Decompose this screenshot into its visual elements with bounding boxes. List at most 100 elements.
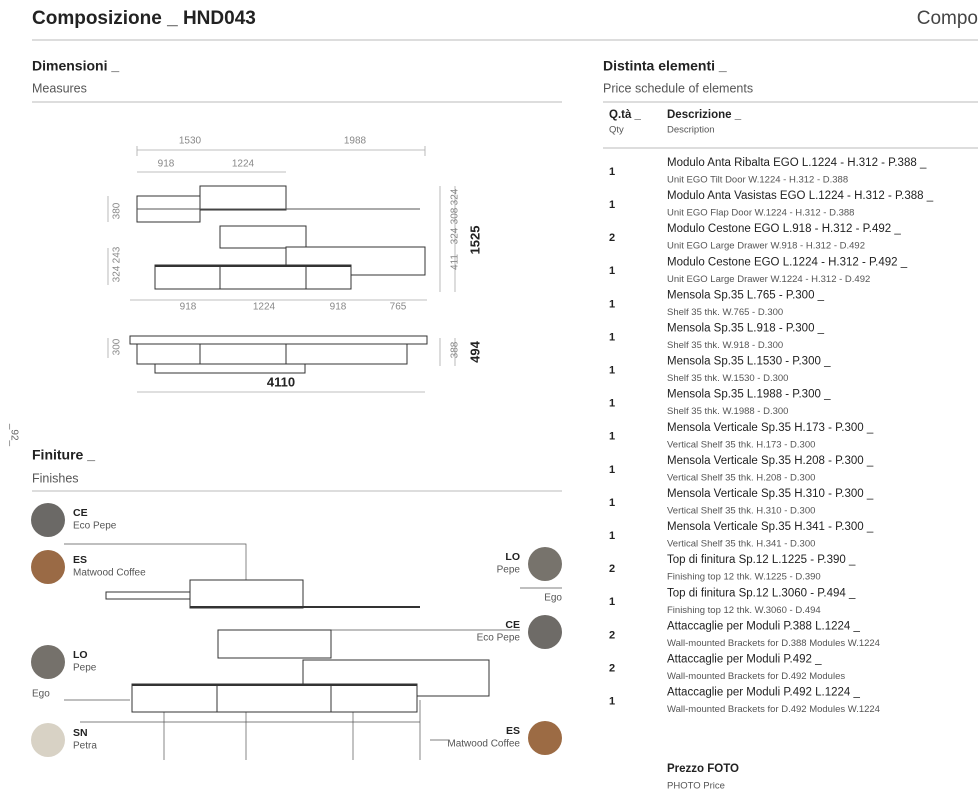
row-description-en: Vertical Shelf 35 thk. H.310 - D.300 bbox=[667, 506, 815, 517]
finish-name: Eco Pepe bbox=[477, 633, 521, 644]
row-description: Modulo Cestone EGO L.1224 - H.312 - P.49… bbox=[667, 256, 908, 268]
page-number: _92_ bbox=[8, 423, 19, 447]
finish-code: ES bbox=[73, 554, 87, 566]
row-description: Modulo Anta Vasistas EGO L.1224 - H.312 … bbox=[667, 190, 934, 202]
section-title: Dimensioni _ bbox=[32, 58, 119, 74]
row-qty: 1 bbox=[609, 298, 615, 310]
dimension-label: 388 bbox=[450, 341, 461, 358]
finish-name: Matwood Coffee bbox=[447, 739, 520, 750]
row-description-en: Vertical Shelf 35 thk. H.173 - D.300 bbox=[667, 439, 815, 450]
finish-name: Matwood Coffee bbox=[73, 568, 146, 579]
page-title: Composizione _ HND043 bbox=[32, 8, 256, 29]
dimension-label: 494 bbox=[467, 340, 482, 362]
finish-code: LO bbox=[73, 649, 88, 661]
dimension-drawing bbox=[107, 146, 456, 393]
dimension-label: 380 bbox=[112, 202, 123, 219]
row-description: Attaccaglie per Moduli P.388 L.1224 _ bbox=[667, 620, 860, 632]
dimension-label: 324 bbox=[450, 188, 461, 205]
finish-label: Ego bbox=[544, 593, 562, 604]
row-qty: 1 bbox=[609, 431, 615, 443]
dimension-label: 1224 bbox=[253, 302, 276, 313]
column-subheader: Qty bbox=[609, 125, 624, 136]
section-title: Distinta elementi _ bbox=[603, 58, 727, 74]
row-description: Mensola Sp.35 L.1530 - P.300 _ bbox=[667, 356, 831, 368]
finish-swatch bbox=[31, 723, 65, 757]
row-qty: 1 bbox=[609, 596, 615, 608]
row-qty: 1 bbox=[609, 464, 615, 476]
finish-swatch bbox=[31, 503, 65, 537]
row-qty: 2 bbox=[609, 232, 615, 244]
finish-code: CE bbox=[505, 619, 520, 631]
dimension-label: 324 bbox=[112, 265, 123, 282]
dimension-label: 765 bbox=[390, 302, 407, 313]
dimension-label: 1988 bbox=[344, 136, 367, 147]
row-description: Mensola Verticale Sp.35 H.208 - P.300 _ bbox=[667, 455, 874, 467]
row-qty: 1 bbox=[609, 497, 615, 509]
dimension-label: 1525 bbox=[467, 226, 482, 255]
dimension-label: 1530 bbox=[179, 136, 202, 147]
finish-swatch bbox=[528, 721, 562, 755]
dimension-label: 918 bbox=[180, 302, 197, 313]
finish-code: CE bbox=[73, 507, 88, 519]
row-description: Mensola Verticale Sp.35 H.310 - P.300 _ bbox=[667, 488, 874, 500]
row-description: Modulo Anta Ribalta EGO L.1224 - H.312 -… bbox=[667, 157, 927, 169]
section-subtitle: Price schedule of elements bbox=[603, 81, 753, 95]
row-description: Modulo Cestone EGO L.918 - H.312 - P.492… bbox=[667, 223, 901, 235]
row-description: Top di finitura Sp.12 L.3060 - P.494 _ bbox=[667, 587, 856, 599]
row-description: Mensola Sp.35 L.765 - P.300 _ bbox=[667, 289, 825, 301]
section-title: Finiture _ bbox=[32, 447, 95, 463]
dimension-label: 1224 bbox=[232, 159, 255, 170]
dimension-label: 308 bbox=[450, 207, 461, 224]
row-qty: 1 bbox=[609, 365, 615, 377]
row-description-en: Unit EGO Flap Door W.1224 - H.312 - D.38… bbox=[667, 208, 854, 219]
row-description: Mensola Sp.35 L.918 - P.300 _ bbox=[667, 323, 825, 335]
finish-code: ES bbox=[506, 725, 520, 737]
dimension-label: 300 bbox=[112, 338, 123, 355]
finish-swatch bbox=[31, 645, 65, 679]
row-qty: 1 bbox=[609, 398, 615, 410]
row-description-en: Shelf 35 thk. W.765 - D.300 bbox=[667, 307, 783, 318]
row-description-en: Unit EGO Large Drawer W.1224 - H.312 - D… bbox=[667, 274, 870, 285]
dimension-label: 918 bbox=[158, 159, 175, 170]
row-description: Top di finitura Sp.12 L.1225 - P.390 _ bbox=[667, 554, 856, 566]
row-qty: 2 bbox=[609, 629, 615, 641]
dimension-label: 324 bbox=[450, 227, 461, 244]
price-label: Prezzo FOTO bbox=[667, 763, 739, 775]
row-description: Attaccaglie per Moduli P.492 _ bbox=[667, 654, 822, 666]
row-description-en: Wall-mounted Brackets for D.388 Modules … bbox=[667, 638, 880, 649]
row-description-en: Shelf 35 thk. W.1988 - D.300 bbox=[667, 406, 788, 417]
row-description-en: Unit EGO Large Drawer W.918 - H.312 - D.… bbox=[667, 241, 865, 252]
row-description-en: Finishing top 12 thk. W.3060 - D.494 bbox=[667, 605, 821, 616]
row-description-en: Vertical Shelf 35 thk. H.208 - D.300 bbox=[667, 472, 815, 483]
row-description: Attaccaglie per Moduli P.492 L.1224 _ bbox=[667, 687, 860, 699]
column-subheader: Description bbox=[667, 125, 715, 136]
row-qty: 1 bbox=[609, 166, 615, 178]
row-description: Mensola Sp.35 L.1988 - P.300 _ bbox=[667, 389, 831, 401]
finish-swatch bbox=[31, 550, 65, 584]
row-description-en: Shelf 35 thk. W.1530 - D.300 bbox=[667, 373, 788, 384]
finish-code: LO bbox=[505, 551, 520, 563]
row-description-en: Shelf 35 thk. W.918 - D.300 bbox=[667, 340, 783, 351]
finish-name: Eco Pepe bbox=[73, 521, 117, 532]
row-qty: 1 bbox=[609, 265, 615, 277]
section-subtitle: Measures bbox=[32, 81, 87, 95]
row-description: Mensola Verticale Sp.35 H.341 - P.300 _ bbox=[667, 521, 874, 533]
column-header: Descrizione _ bbox=[667, 109, 742, 121]
section-subtitle: Finishes bbox=[32, 471, 79, 485]
dimension-label: 411 bbox=[450, 254, 461, 270]
finish-name: Pepe bbox=[497, 565, 521, 576]
row-qty: 2 bbox=[609, 563, 615, 575]
finish-name: Petra bbox=[73, 741, 97, 752]
finish-code: SN bbox=[73, 727, 88, 739]
row-qty: 1 bbox=[609, 696, 615, 708]
row-description-en: Unit EGO Tilt Door W.1224 - H.312 - D.38… bbox=[667, 175, 848, 186]
finish-swatch bbox=[528, 547, 562, 581]
row-description-en: Wall-mounted Brackets for D.492 Modules bbox=[667, 671, 845, 682]
next-title: Compo bbox=[917, 8, 978, 29]
row-qty: 1 bbox=[609, 331, 615, 343]
finish-swatch bbox=[528, 615, 562, 649]
row-qty: 1 bbox=[609, 199, 615, 211]
price-sublabel: PHOTO Price bbox=[667, 781, 725, 792]
finish-label: Ego bbox=[32, 689, 50, 700]
